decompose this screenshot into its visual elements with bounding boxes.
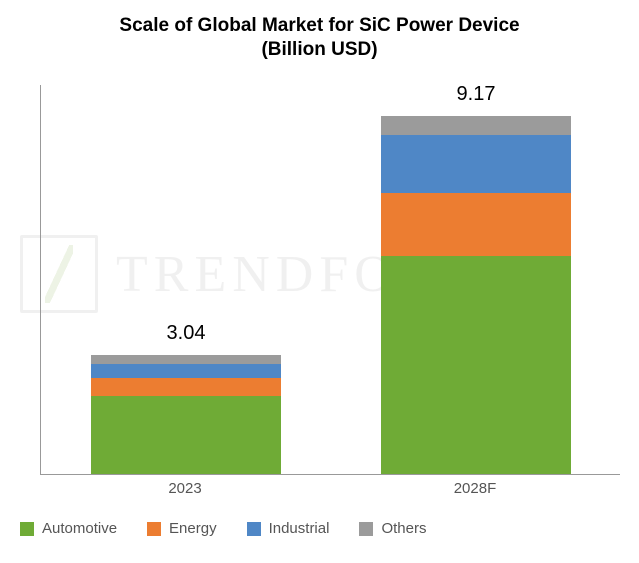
bar-segment-energy — [91, 378, 281, 396]
chart-title-line1: Scale of Global Market for SiC Power Dev… — [0, 14, 639, 38]
legend-item-others: Others — [359, 520, 426, 537]
legend-swatch-icon — [20, 522, 34, 536]
bar-total-label: 9.17 — [381, 83, 571, 106]
plot-area: 3.04 9.17 — [40, 85, 620, 475]
bar-segment-energy — [381, 193, 571, 255]
legend-label: Others — [381, 520, 426, 537]
legend-item-industrial: Industrial — [247, 520, 330, 537]
legend-label: Automotive — [42, 520, 117, 537]
legend-swatch-icon — [147, 522, 161, 536]
bar-segment-others — [91, 355, 281, 363]
legend: Automotive Energy Industrial Others — [20, 520, 620, 537]
chart-container: Scale of Global Market for SiC Power Dev… — [0, 0, 639, 563]
bar-segment-industrial — [381, 135, 571, 194]
legend-label: Industrial — [269, 520, 330, 537]
x-axis-label: 2028F — [380, 480, 570, 497]
legend-item-energy: Energy — [147, 520, 217, 537]
bar-total-label: 3.04 — [91, 322, 281, 345]
x-axis-labels: 2023 2028F — [40, 480, 620, 505]
bar-segment-automotive — [91, 396, 281, 474]
x-axis-label: 2023 — [90, 480, 280, 497]
bar-segment-automotive — [381, 256, 571, 474]
bar-segment-industrial — [91, 364, 281, 378]
legend-item-automotive: Automotive — [20, 520, 117, 537]
legend-swatch-icon — [359, 522, 373, 536]
chart-title-line2: (Billion USD) — [0, 38, 639, 62]
chart-title: Scale of Global Market for SiC Power Dev… — [0, 14, 639, 62]
legend-swatch-icon — [247, 522, 261, 536]
legend-label: Energy — [169, 520, 217, 537]
bar-segment-others — [381, 116, 571, 134]
